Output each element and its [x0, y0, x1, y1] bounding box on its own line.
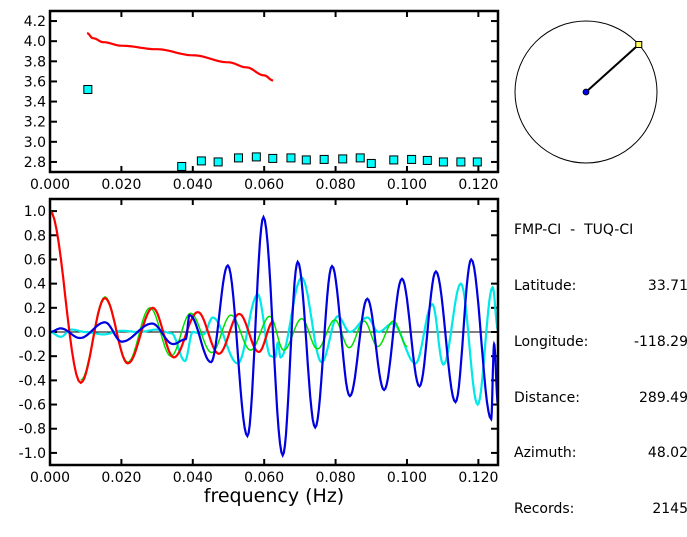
info-value: 33.71: [647, 277, 687, 294]
center-station-marker: [582, 88, 590, 96]
data-point-square: [213, 157, 223, 167]
data-point-square: [438, 157, 448, 167]
x-tick-label: 0.020: [101, 177, 141, 193]
info-row-latitude: Latitude: 33.71: [514, 277, 687, 296]
y-tick-label: 3.8: [24, 54, 46, 70]
y-tick-label: 0.2: [24, 301, 46, 317]
azimuth-map: [514, 20, 658, 164]
data-point-square: [301, 155, 311, 165]
correlation-plot: 0.000 0.020 0.040 0.060 0.080 0.100 0.120 -1.0 -…: [19, 197, 500, 486]
info-row-azimuth: Azimuth: 48.02: [514, 444, 687, 463]
info-label: Longitude:: [514, 333, 589, 350]
data-point-square: [196, 156, 206, 166]
x-axis-label: frequency (Hz): [204, 485, 344, 507]
x-tick-label: 0.080: [316, 177, 356, 193]
azimuth-circle: [514, 20, 658, 164]
data-point-square: [472, 157, 482, 167]
info-row-longitude: Longitude: -118.29: [514, 333, 687, 352]
y-tick-label: 0.6: [24, 252, 46, 268]
series-line-green: [80, 296, 408, 382]
series-line-red-curve: [86, 32, 274, 82]
info-value: 289.49: [639, 389, 687, 406]
station-pair-title: FMP-CI - TUQ-CI: [514, 222, 634, 239]
data-point-square: [251, 152, 261, 162]
x-tick-label: 0.100: [387, 470, 427, 486]
station-marker: [635, 41, 643, 49]
y-tick-label: 0.4: [24, 277, 46, 293]
data-point-square: [407, 154, 417, 164]
x-tick-label: 0.060: [244, 177, 284, 193]
x-tick-label: 0.100: [387, 177, 427, 193]
y-tick-label: -0.6: [19, 398, 46, 414]
data-point-square: [366, 158, 376, 168]
y-tick-label: 2.8: [24, 155, 46, 171]
phase-velocity-plot: 0.000 0.020 0.040 0.060 0.080 0.100 0.120 2.8 3.…: [24, 9, 500, 193]
data-point-square: [319, 154, 329, 164]
y-tick-label: 0.8: [24, 228, 46, 244]
data-point-square: [389, 155, 399, 165]
info-value: -118.29: [633, 333, 687, 350]
data-point-square: [338, 154, 348, 164]
x-tick-label: 0.060: [244, 470, 284, 486]
y-tick-label: 0.0: [24, 325, 46, 341]
data-point-square: [286, 153, 296, 163]
y-tick-label: 3.2: [24, 115, 46, 131]
series-line-blue: [50, 214, 500, 459]
y-tick-label: 3.4: [24, 95, 46, 111]
x-tick-label: 0.040: [173, 470, 213, 486]
y-tick-label: -1.0: [19, 446, 46, 462]
station-info-panel: FMP-CI - TUQ-CI Latitude: 33.71 Longitude…: [514, 184, 687, 537]
y-tick-label: -0.8: [19, 422, 46, 438]
data-point-square: [268, 153, 278, 163]
y-tick-label: 1.0: [24, 204, 46, 220]
data-point-square: [422, 155, 432, 165]
info-label: Latitude:: [514, 277, 577, 294]
y-tick-label: 3.0: [24, 135, 46, 151]
y-tick-label: 4.0: [24, 34, 46, 50]
data-point-square: [233, 153, 243, 163]
y-tick-label: -0.4: [19, 373, 46, 389]
info-value: 48.02: [647, 445, 687, 462]
data-point-square: [456, 157, 466, 167]
x-tick-label: 0.120: [458, 177, 498, 193]
data-point-square: [177, 161, 187, 171]
figure: 0.000 0.020 0.040 0.060 0.080 0.100 0.120 2.8 3.…: [19, 9, 658, 507]
data-point-square: [83, 84, 93, 94]
x-tick-label: 0.020: [101, 470, 141, 486]
data-point-square: [355, 153, 365, 163]
x-tick-label: 0.080: [316, 470, 356, 486]
azimuth-line: [585, 43, 640, 93]
x-tick-label: 0.000: [30, 177, 70, 193]
plot-frame: [48, 197, 500, 467]
x-tick-label: 0.120: [458, 470, 498, 486]
plot-frame: [48, 9, 500, 174]
info-value: 2145: [652, 501, 687, 518]
y-tick-label: 3.6: [24, 74, 46, 90]
info-row-records: Records: 2145: [514, 500, 687, 519]
info-label: Azimuth:: [514, 445, 577, 462]
series-line-red: [49, 210, 274, 385]
info-label: Records:: [514, 501, 575, 518]
x-tick-label: 0.000: [30, 470, 70, 486]
info-label: Distance:: [514, 389, 580, 406]
x-tick-label: 0.040: [173, 177, 213, 193]
y-tick-label: 4.2: [24, 14, 46, 30]
info-row-distance: Distance: 289.49: [514, 389, 687, 408]
y-tick-label: -0.2: [19, 349, 46, 365]
